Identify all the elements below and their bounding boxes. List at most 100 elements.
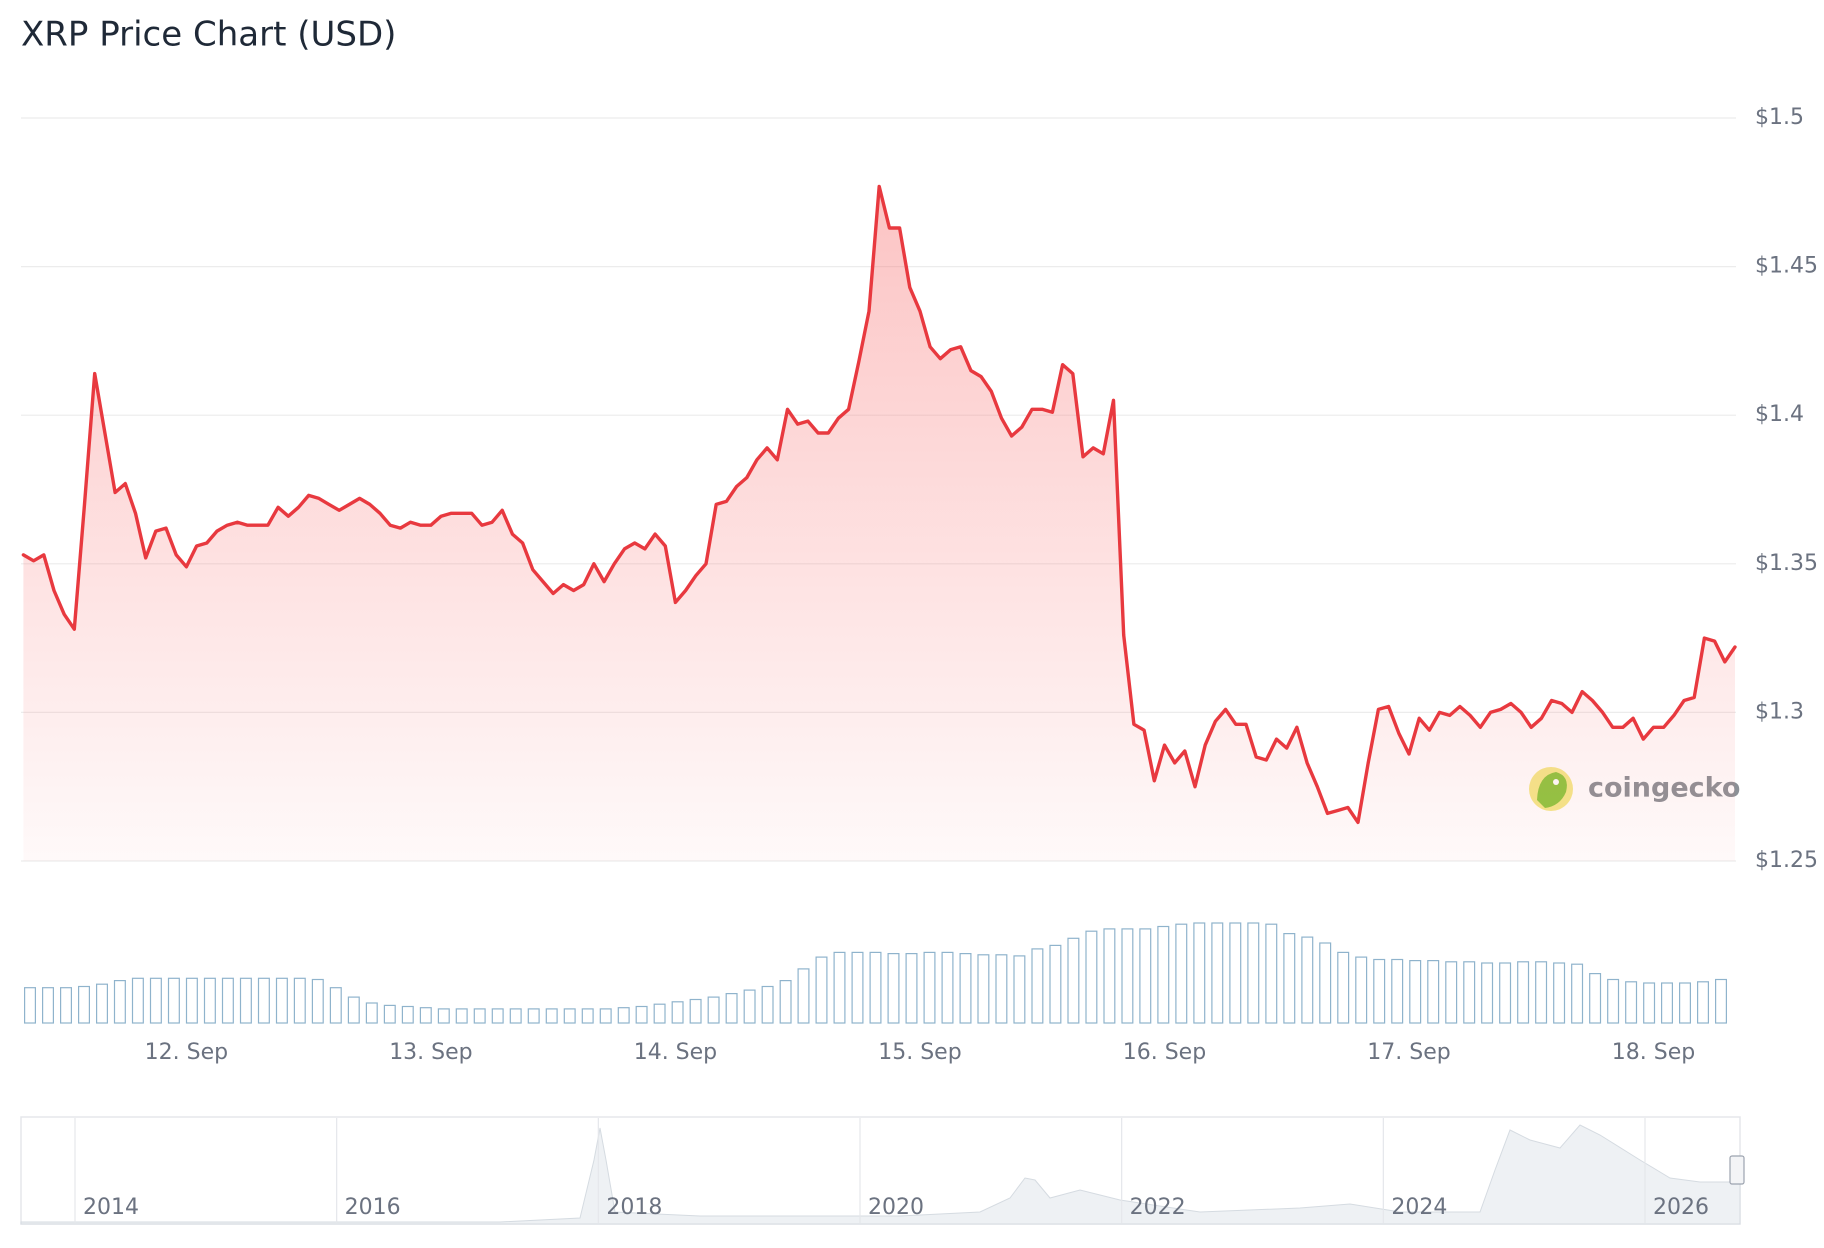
volume-bar [725, 992, 738, 1024]
volume-bar [1337, 951, 1350, 1024]
navigator-area [20, 1124, 1741, 1225]
volume-bar [923, 951, 936, 1024]
volume-bar [1355, 956, 1368, 1024]
volume-bar [437, 1008, 450, 1024]
volume-bar [275, 977, 288, 1024]
volume-bar [257, 977, 270, 1024]
volume-bar [1283, 932, 1296, 1024]
volume-bar [887, 952, 900, 1024]
volume-bar [1714, 978, 1727, 1024]
volume-bar [311, 978, 324, 1024]
volume-bar [527, 1008, 540, 1024]
navigator-year-label: 2026 [1653, 1195, 1709, 1220]
volume-bar [1175, 923, 1188, 1024]
volume-bar [1678, 982, 1691, 1024]
volume-bar [455, 1008, 468, 1024]
y-tick-label: $1.35 [1755, 551, 1818, 576]
volume-bar [1049, 944, 1062, 1024]
volume-bar [1229, 922, 1242, 1024]
navigator-year-label: 2016 [345, 1195, 401, 1220]
volume-bar [1553, 962, 1566, 1024]
volume-bar [1301, 936, 1314, 1024]
volume-bar [77, 985, 90, 1024]
volume-bar [473, 1008, 486, 1024]
navigator-handle[interactable] [1729, 1155, 1745, 1185]
volume-bar [1139, 928, 1152, 1024]
volume-bar [59, 987, 72, 1024]
volume-bar [1589, 972, 1602, 1024]
volume-bar [1031, 948, 1044, 1024]
volume-bar [1391, 958, 1404, 1024]
volume-bar [185, 977, 198, 1024]
volume-bar [833, 951, 846, 1024]
x-tick-label: 18. Sep [1612, 1040, 1695, 1065]
volume-bar [671, 1001, 684, 1024]
volume-bar [221, 977, 234, 1024]
volume-bar [905, 952, 918, 1024]
x-tick-label: 15. Sep [878, 1040, 961, 1065]
volume-bar [1481, 962, 1494, 1024]
navigator-year-label: 2020 [868, 1195, 924, 1220]
volume-bar [995, 954, 1008, 1024]
volume-bar [761, 985, 774, 1024]
volume-bar [41, 987, 54, 1024]
volume-bar [1696, 981, 1709, 1024]
y-tick-label: $1.4 [1755, 402, 1804, 427]
volume-bar [239, 977, 252, 1024]
volume-bar [1445, 961, 1458, 1024]
navigator-year-label: 2014 [83, 1195, 139, 1220]
volume-bar [959, 952, 972, 1024]
navigator-year-label: 2024 [1391, 1195, 1447, 1220]
volume-bar [149, 977, 162, 1024]
price-line [21, 184, 1737, 825]
volume-bar [1211, 922, 1224, 1024]
x-tick-label: 13. Sep [389, 1040, 472, 1065]
volume-bar [617, 1007, 630, 1024]
volume-bar [347, 996, 360, 1024]
volume-bar [869, 951, 882, 1024]
volume-bar [977, 954, 990, 1024]
volume-bar [707, 996, 720, 1024]
volume-bar [1247, 922, 1260, 1024]
volume-bar [509, 1008, 522, 1024]
volume-bar [689, 998, 702, 1024]
y-tick-label: $1.3 [1755, 699, 1804, 724]
volume-bar [1121, 928, 1134, 1024]
volume-bar [653, 1003, 666, 1024]
volume-bar [1193, 922, 1206, 1024]
x-tick-label: 17. Sep [1367, 1040, 1450, 1065]
volume-bar [1517, 961, 1530, 1024]
navigator-year-label: 2022 [1130, 1195, 1186, 1220]
volume-bar [1319, 942, 1332, 1024]
volume-bar [365, 1002, 378, 1024]
volume-bar [1499, 962, 1512, 1024]
volume-bar [599, 1008, 612, 1024]
volume-bar [1660, 982, 1673, 1024]
volume-bar [401, 1005, 414, 1024]
volume-bar [1535, 961, 1548, 1024]
volume-bar [563, 1008, 576, 1024]
volume-bar [329, 987, 342, 1024]
volume-bar [113, 979, 126, 1024]
volume-bar [1067, 937, 1080, 1024]
volume-bar [1427, 959, 1440, 1024]
volume-bar [491, 1008, 504, 1024]
volume-bar [95, 983, 108, 1024]
volume-bar [743, 989, 756, 1024]
chart-title: XRP Price Chart (USD) [21, 15, 396, 55]
navigator-frame [20, 1116, 1741, 1225]
volume-bar [1265, 923, 1278, 1024]
volume-bar [293, 977, 306, 1024]
volume-bar [1157, 925, 1170, 1024]
volume-bar [851, 951, 864, 1024]
volume-bar [635, 1005, 648, 1024]
navigator [20, 1116, 1745, 1225]
price-area [23, 186, 1735, 861]
volume-bar [1013, 955, 1026, 1024]
volume-bar [1607, 978, 1620, 1024]
x-tick-label: 16. Sep [1123, 1040, 1206, 1065]
volume-bar [131, 977, 144, 1024]
volume-bar [1571, 963, 1584, 1024]
volume-bar [941, 951, 954, 1024]
